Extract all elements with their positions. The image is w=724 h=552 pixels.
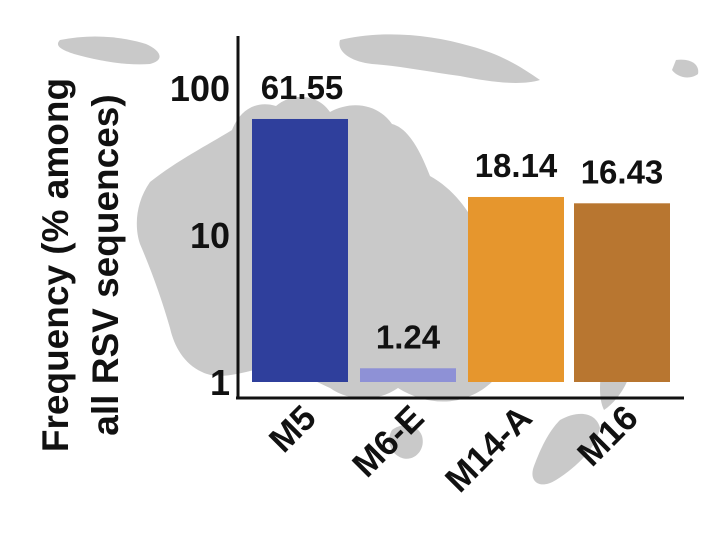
value-label-m5: 61.55 [261, 69, 344, 106]
indonesia-landmass [57, 36, 160, 65]
value-labels: 61.55 1.24 18.14 16.43 [261, 69, 664, 355]
category-label-m14-a: M14-A [438, 398, 540, 500]
new-zealand-south-landmass [532, 413, 600, 485]
value-label-m14-a: 18.14 [475, 147, 558, 184]
value-label-m6-e: 1.24 [376, 318, 441, 355]
new-guinea-landmass [339, 34, 540, 83]
y-tick-label: 10 [190, 215, 230, 256]
bar-m6-e [360, 368, 456, 382]
y-axis-title-line1: Frequency (% among [35, 78, 76, 452]
bar-m14-a [468, 196, 564, 382]
bars-group [252, 118, 670, 383]
x-axis-labels: M5 M6-E M14-A M16 [262, 398, 646, 500]
y-tick-label: 100 [170, 68, 230, 109]
value-label-m16: 16.43 [581, 153, 664, 190]
coastal-islands [672, 59, 699, 78]
category-label-m16: M16 [570, 398, 646, 474]
y-axis-title-line2: all RSV sequences) [85, 94, 126, 435]
tasmania-landmass [389, 425, 423, 459]
bar-m5 [252, 118, 348, 383]
category-label-m5: M5 [262, 398, 324, 460]
bar-m16 [574, 203, 670, 382]
y-tick-label: 1 [210, 362, 230, 403]
y-axis-ticks: 100 10 1 [170, 68, 230, 403]
